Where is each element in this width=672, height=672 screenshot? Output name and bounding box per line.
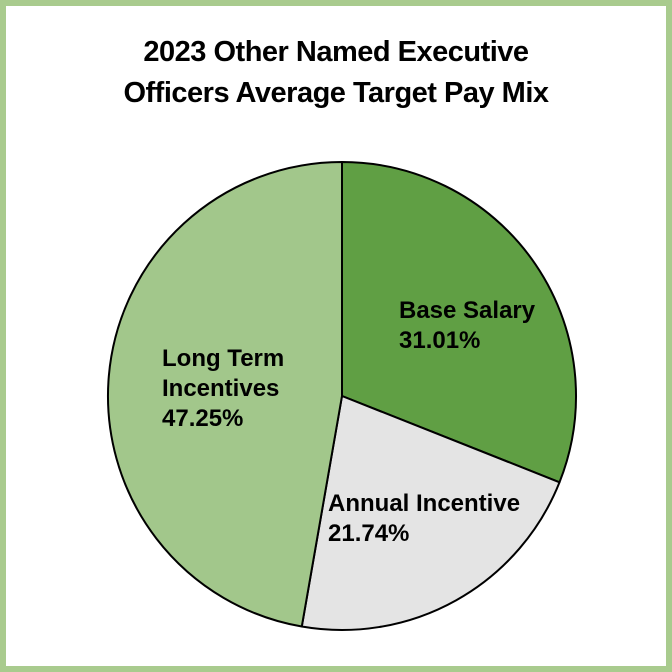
slice-pct-text: 47.25% xyxy=(162,405,244,432)
slice-pct-text: 21.74% xyxy=(328,520,410,547)
slice-label-long-term-incentives: Long Term Incentives 47.25% xyxy=(162,344,312,434)
chart-title: 2023 Other Named Executive Officers Aver… xyxy=(6,32,666,114)
slice-label-base-salary: Base Salary 31.01% xyxy=(399,296,535,356)
chart-title-line-1: 2023 Other Named Executive xyxy=(143,36,529,68)
chart-title-line-2: Officers Average Target Pay Mix xyxy=(123,77,549,109)
slice-label-annual-incentive: Annual Incentive 21.74% xyxy=(328,489,520,549)
slice-label-text: Annual Incentive xyxy=(328,490,521,517)
pie-slice-base-salary xyxy=(341,161,577,484)
slice-label-text: Long Term Incentives xyxy=(162,345,285,402)
pie-chart xyxy=(106,161,577,631)
slice-pct-text: 31.01% xyxy=(399,327,481,354)
pie-slice-annual-incentive xyxy=(300,395,561,631)
pie-slice-long-term-incentives xyxy=(106,161,343,628)
slice-label-text: Base Salary xyxy=(399,297,536,324)
